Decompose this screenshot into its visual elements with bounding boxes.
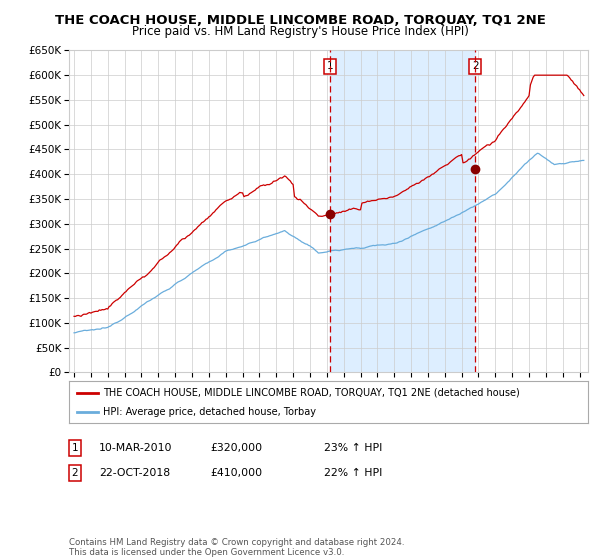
Text: 1: 1 — [327, 61, 334, 71]
Bar — [330, 50, 475, 372]
Text: £410,000: £410,000 — [210, 468, 262, 478]
Text: Price paid vs. HM Land Registry's House Price Index (HPI): Price paid vs. HM Land Registry's House … — [131, 25, 469, 38]
Text: 2: 2 — [472, 61, 479, 71]
Text: HPI: Average price, detached house, Torbay: HPI: Average price, detached house, Torb… — [103, 407, 316, 417]
Text: Contains HM Land Registry data © Crown copyright and database right 2024.
This d: Contains HM Land Registry data © Crown c… — [69, 538, 404, 557]
Text: £320,000: £320,000 — [210, 443, 262, 453]
Text: 22-OCT-2018: 22-OCT-2018 — [99, 468, 170, 478]
Text: 1: 1 — [71, 443, 79, 453]
Text: 2: 2 — [71, 468, 79, 478]
Text: 22% ↑ HPI: 22% ↑ HPI — [324, 468, 382, 478]
Text: THE COACH HOUSE, MIDDLE LINCOMBE ROAD, TORQUAY, TQ1 2NE: THE COACH HOUSE, MIDDLE LINCOMBE ROAD, T… — [55, 14, 545, 27]
Text: 10-MAR-2010: 10-MAR-2010 — [99, 443, 173, 453]
Text: 23% ↑ HPI: 23% ↑ HPI — [324, 443, 382, 453]
Text: THE COACH HOUSE, MIDDLE LINCOMBE ROAD, TORQUAY, TQ1 2NE (detached house): THE COACH HOUSE, MIDDLE LINCOMBE ROAD, T… — [103, 388, 520, 398]
